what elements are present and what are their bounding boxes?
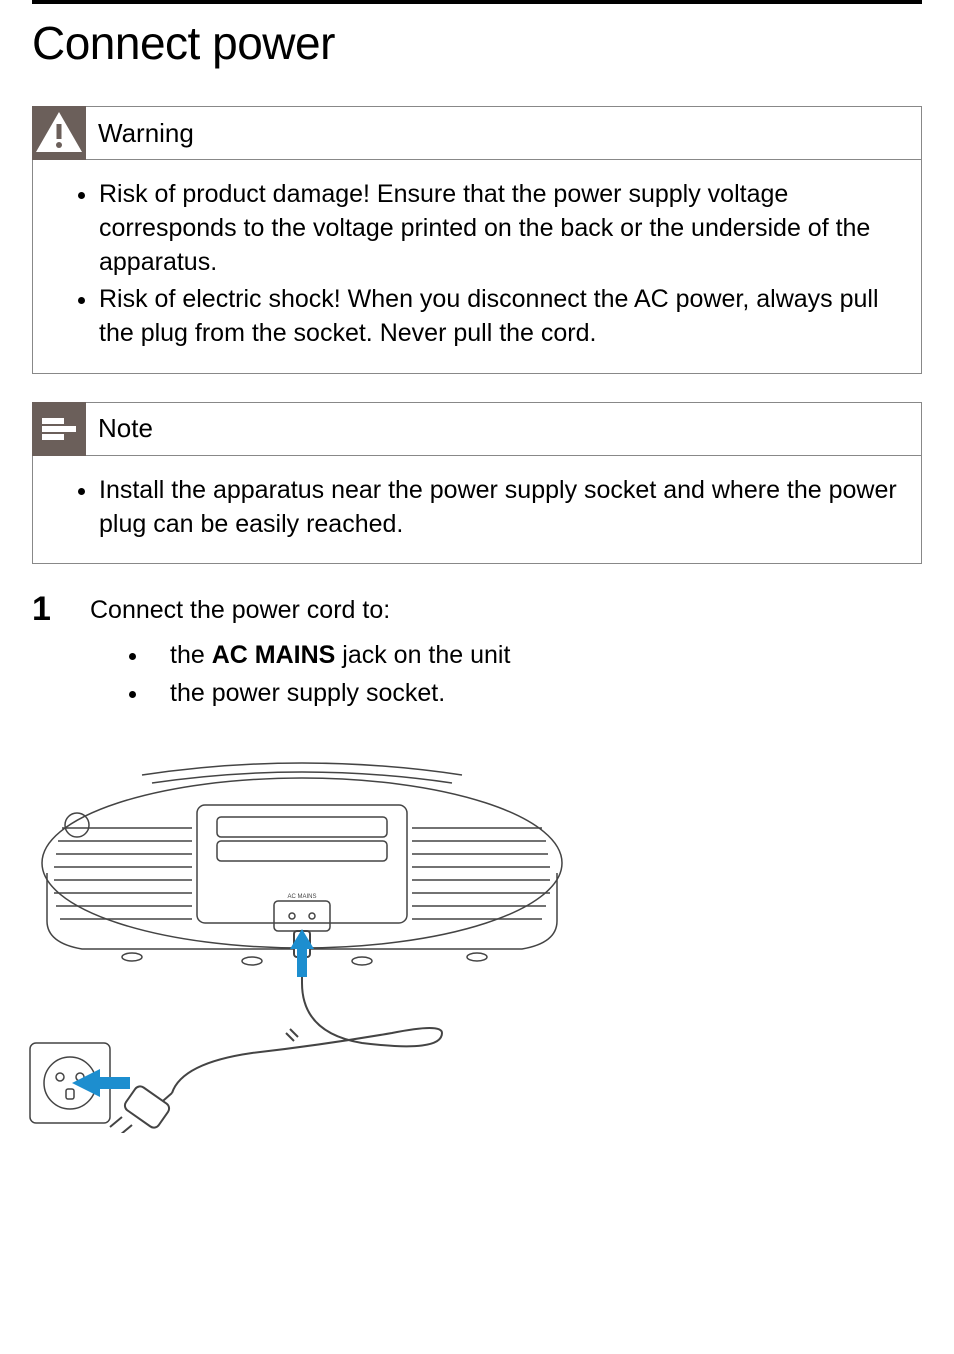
page-title: Connect power [32, 16, 922, 70]
warning-item: Risk of electric shock! When you disconn… [99, 283, 899, 351]
warning-header: Warning [33, 107, 921, 160]
sub-a-prefix: the [170, 641, 212, 669]
step-1: 1 Connect the power cord to: the AC MAIN… [32, 592, 922, 713]
note-icon [32, 402, 86, 456]
note-header: Note [33, 403, 921, 456]
warning-label: Warning [98, 110, 194, 157]
warning-body: Risk of product damage! Ensure that the … [33, 160, 921, 373]
sub-a-bold: AC MAINS [212, 641, 336, 669]
power-connection-diagram: AC MAINS [22, 733, 922, 1138]
svg-text:AC MAINS: AC MAINS [287, 894, 316, 900]
steps: 1 Connect the power cord to: the AC MAIN… [32, 592, 922, 713]
sub-a-suffix: jack on the unit [335, 641, 510, 669]
step-intro: Connect the power cord to: [90, 592, 922, 628]
step-body: Connect the power cord to: the AC MAINS … [90, 592, 922, 713]
step-sub-item: the AC MAINS jack on the unit [150, 637, 922, 673]
warning-icon [32, 106, 86, 160]
step-number: 1 [32, 592, 62, 713]
note-body: Install the apparatus near the power sup… [33, 456, 921, 564]
warning-callout: Warning Risk of product damage! Ensure t… [32, 106, 922, 374]
step-sub-item: the power supply socket. [150, 675, 922, 711]
note-label: Note [98, 405, 153, 452]
warning-item: Risk of product damage! Ensure that the … [99, 178, 899, 279]
note-item: Install the apparatus near the power sup… [99, 474, 899, 542]
top-rule [32, 0, 922, 4]
note-callout: Note Install the apparatus near the powe… [32, 402, 922, 565]
